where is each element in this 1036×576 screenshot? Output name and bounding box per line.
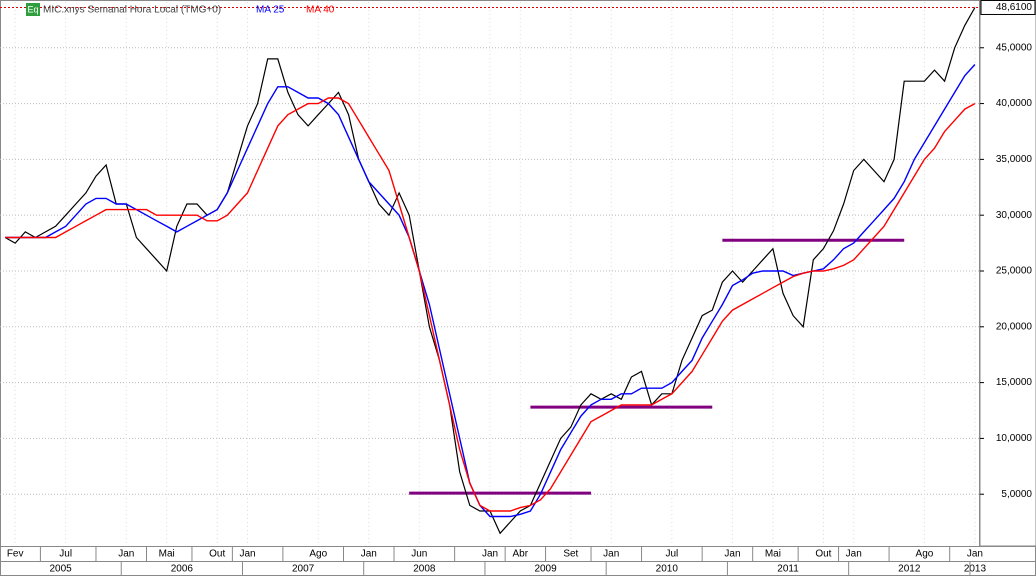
legend-entry: MA 40 [306, 5, 335, 16]
x-tick-label: Jan [967, 549, 983, 560]
series-line [5, 97, 976, 512]
last-price-label: 48,6100 [996, 2, 1033, 13]
y-tick-label: 15,0000 [996, 377, 1033, 388]
last-price-box [980, 0, 1036, 15]
x-tick-label: Jul [59, 549, 72, 560]
year-label: 2010 [656, 564, 679, 575]
x-tick-label: Jan [361, 549, 377, 560]
y-tick-label: 5,0000 [1001, 489, 1032, 500]
year-label: 2005 [49, 564, 72, 575]
y-tick-label: 45,0000 [996, 42, 1033, 53]
y-tick-label: 35,0000 [996, 154, 1033, 165]
chart-title: MIC.xnys Semanal Hora Local (TMG+0) [43, 5, 221, 16]
x-tick-label: Jan [724, 549, 740, 560]
year-label: 2013 [964, 564, 987, 575]
y-axis-area [979, 0, 1036, 547]
x-tick-label: Out [815, 549, 831, 560]
year-label: 2011 [777, 564, 799, 575]
year-label: 2009 [534, 564, 557, 575]
header: Eq MIC.xnys Semanal Hora Local (TMG+0) M… [26, 3, 335, 16]
badge-box [26, 3, 40, 16]
x-tick-label: Fev [7, 549, 24, 560]
year-label: 2006 [171, 564, 194, 575]
x-tick-label: Out [209, 549, 225, 560]
x-tick-label: Ago [309, 549, 327, 560]
y-tick-label: 40,0000 [996, 98, 1033, 109]
x-tick-label: Mai [765, 549, 781, 560]
y-tick-label: 20,0000 [996, 321, 1033, 332]
legend-entry: MA 25 [256, 5, 285, 16]
x-tick-label: Ago [916, 549, 934, 560]
year-label: 2012 [898, 564, 921, 575]
plot-area [0, 0, 980, 547]
marks [0, 6, 980, 535]
x-tick-label: Jan [846, 549, 862, 560]
axis: 5,0000 10,0000 15,0000 20,0000 25,0000 30,000… [7, 0, 1036, 576]
x-tick-label: Jun [411, 549, 427, 560]
x-tick-label: Jan [239, 549, 255, 560]
x-tick-label: Set [563, 549, 578, 560]
x-tick-label: Mai [159, 549, 175, 560]
x-tick-label: Jan [118, 549, 134, 560]
y-tick-label: 25,0000 [996, 266, 1033, 277]
x-tick-label: Jul [665, 549, 678, 560]
y-tick-label: 10,0000 [996, 433, 1033, 444]
x-tick-label: Abr [513, 549, 529, 560]
x-tick-label: Jan [482, 549, 498, 560]
year-label: 2007 [292, 564, 315, 575]
x-tick-label: Jan [603, 549, 619, 560]
y-tick-label: 30,0000 [996, 210, 1033, 221]
badge: Eq [27, 4, 38, 14]
year-label: 2008 [413, 564, 436, 575]
